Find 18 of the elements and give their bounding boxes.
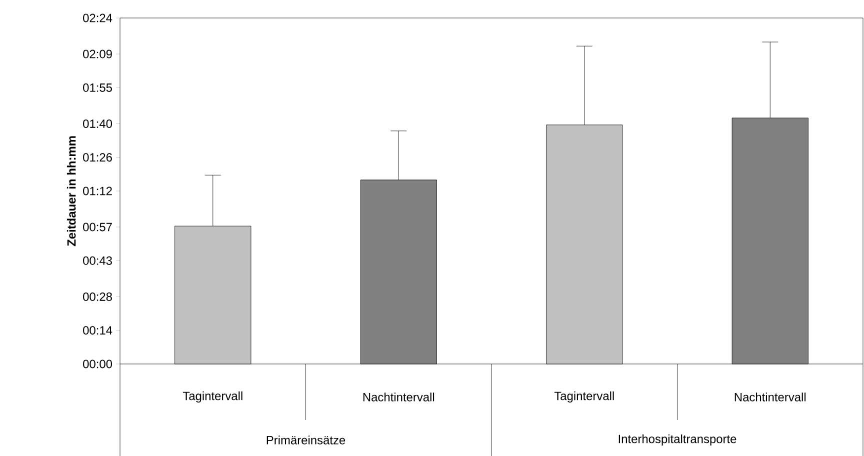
text: Primäreinsätze — [266, 436, 346, 444]
y-tick-label: 00:14 — [83, 326, 112, 335]
y-tick-label: 01:26 — [83, 153, 112, 162]
y-tick-label: 00:00 — [83, 360, 112, 368]
text: Interhospitaltransporte — [618, 434, 736, 446]
y-tick-label: 01:40 — [83, 119, 112, 128]
x-tick-label: Nachtintervall — [734, 392, 806, 402]
x-tick-label: Nachtintervall — [363, 392, 434, 402]
y-tick-label: 00:28 — [83, 292, 112, 301]
y-tick-label: 01:12 — [83, 186, 112, 196]
y-tick-label: 02:09 — [83, 50, 112, 58]
x-tick-label: Tagintervall — [182, 391, 242, 403]
y-tick-label: 01:55 — [83, 83, 112, 92]
x-tick-label: Tagintervall — [554, 391, 614, 403]
y-tick-label: 02:24 — [83, 14, 112, 22]
y-tick-label: 00:57 — [83, 222, 112, 232]
y-tick-label: 00:43 — [83, 256, 112, 265]
y-axis-title: Zeitdauer in hh:mm — [66, 136, 76, 246]
